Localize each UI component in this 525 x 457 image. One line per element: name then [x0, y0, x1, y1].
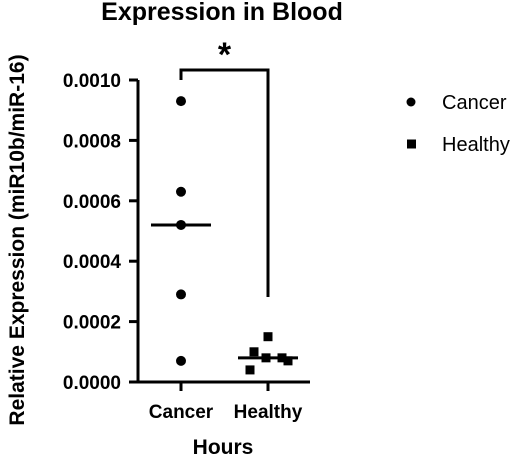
cancer-data-point: [176, 289, 186, 300]
healthy-data-point: [283, 356, 293, 366]
y-tick-label: 0.0000: [63, 373, 121, 394]
y-ticks: 0.0000 0.0002 0.0004 0.0006 0.0008 0.0010: [63, 71, 138, 394]
legend-label: Healthy: [442, 134, 510, 156]
cancer-data-point: [176, 355, 186, 366]
healthy-data-point: [261, 353, 271, 363]
y-tick-label: 0.0004: [63, 252, 122, 273]
significance-bracket: *: [179, 36, 270, 297]
x-tick-label: Healthy: [234, 402, 303, 423]
legend-marker-square: [407, 139, 416, 149]
legend-marker-circle: [406, 97, 416, 107]
x-ticks: Cancer Healthy: [149, 382, 303, 423]
x-tick-label: Cancer: [149, 402, 214, 423]
legend-label: Cancer: [442, 92, 507, 114]
y-tick-label: 0.0002: [63, 313, 121, 334]
healthy-data-point: [245, 365, 255, 375]
data-points: [176, 96, 293, 375]
median-lines: [151, 223, 298, 360]
significance-star: *: [218, 36, 232, 74]
y-tick-label: 0.0008: [63, 131, 121, 152]
bracket-line: [179, 68, 270, 297]
y-tick-label: 0.0010: [63, 71, 121, 92]
healthy-data-point: [277, 353, 287, 363]
cancer-data-point: [176, 219, 186, 230]
cancer-data-point: [176, 96, 186, 107]
y-axis-label: Relative Expression (miR10b/miR-16): [6, 54, 29, 425]
cancer-data-point: [176, 186, 186, 197]
healthy-data-point: [249, 347, 259, 357]
y-tick-label: 0.0006: [63, 192, 121, 213]
healthy-data-point: [263, 332, 273, 342]
x-axis-label: Hours: [193, 436, 254, 457]
legend: Cancer Healthy: [406, 92, 510, 156]
chart-title: Expression in Blood: [101, 0, 343, 26]
